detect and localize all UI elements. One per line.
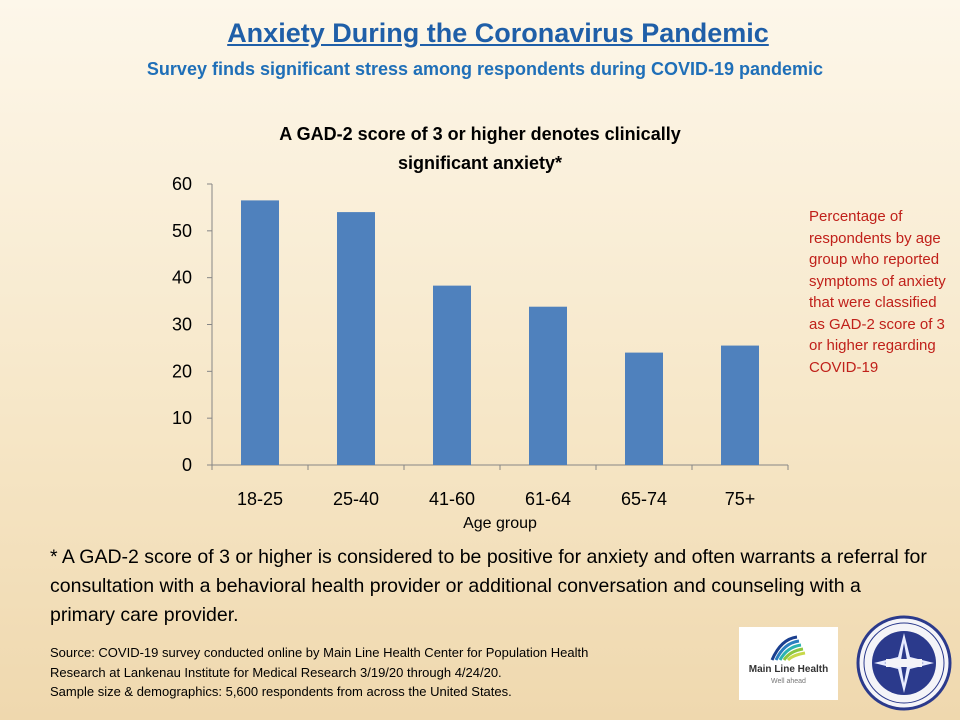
footnote: * A GAD-2 score of 3 or higher is consid… (50, 546, 927, 626)
source-note: Source: COVID-19 survey conducted online… (50, 643, 690, 702)
y-tick-label: 60 (172, 174, 192, 194)
main-line-health-logo: Main Line Health Well ahead (739, 627, 838, 700)
chart-title-line-1: A GAD-2 score of 3 or higher denotes cli… (279, 124, 681, 144)
y-tick-label: 0 (182, 455, 192, 475)
chart-side-note: Percentage of respondents by age group w… (809, 208, 946, 376)
y-tick-label: 20 (172, 361, 192, 381)
page-subtitle: Survey finds significant stress among re… (146, 59, 824, 79)
bar-25-40 (337, 212, 375, 465)
mlh-logo-name: Main Line Health (748, 664, 829, 675)
bar-61-64 (529, 306, 567, 465)
source-line-2: Research at Lankenau Institute for Medic… (50, 664, 502, 680)
bar-75+ (721, 345, 759, 465)
bar-65-74 (625, 352, 663, 465)
y-tick-label: 40 (172, 268, 192, 288)
x-tick-label: 41-60 (429, 489, 475, 509)
mlh-rainbow-icon (770, 635, 806, 662)
source-line-1: Source: COVID-19 survey conducted online… (50, 645, 589, 660)
mlh-logo-tagline: Well ahead (771, 678, 806, 685)
y-tick-label: 10 (172, 408, 192, 428)
source-line-3: Sample size & demographics: 5,600 respon… (50, 684, 512, 699)
lankenau-institute-seal-icon (856, 615, 952, 711)
bar-41-60 (433, 285, 471, 465)
bar-18-25 (241, 200, 279, 465)
x-tick-label: 65-74 (621, 489, 667, 509)
x-tick-label: 61-64 (525, 489, 571, 509)
x-tick-label: 25-40 (333, 489, 379, 509)
x-axis-label: Age group (463, 515, 537, 532)
y-tick-label: 50 (172, 221, 192, 241)
chart-title: A GAD-2 score of 3 or higher denotes cli… (230, 120, 730, 178)
x-tick-label: 18-25 (237, 489, 283, 509)
x-tick-label: 75+ (725, 489, 756, 509)
chart-title-line-2: significant anxiety* (397, 153, 563, 173)
page-title: Anxiety During the Coronavirus Pandemic (227, 18, 769, 48)
y-tick-label: 30 (172, 315, 192, 335)
